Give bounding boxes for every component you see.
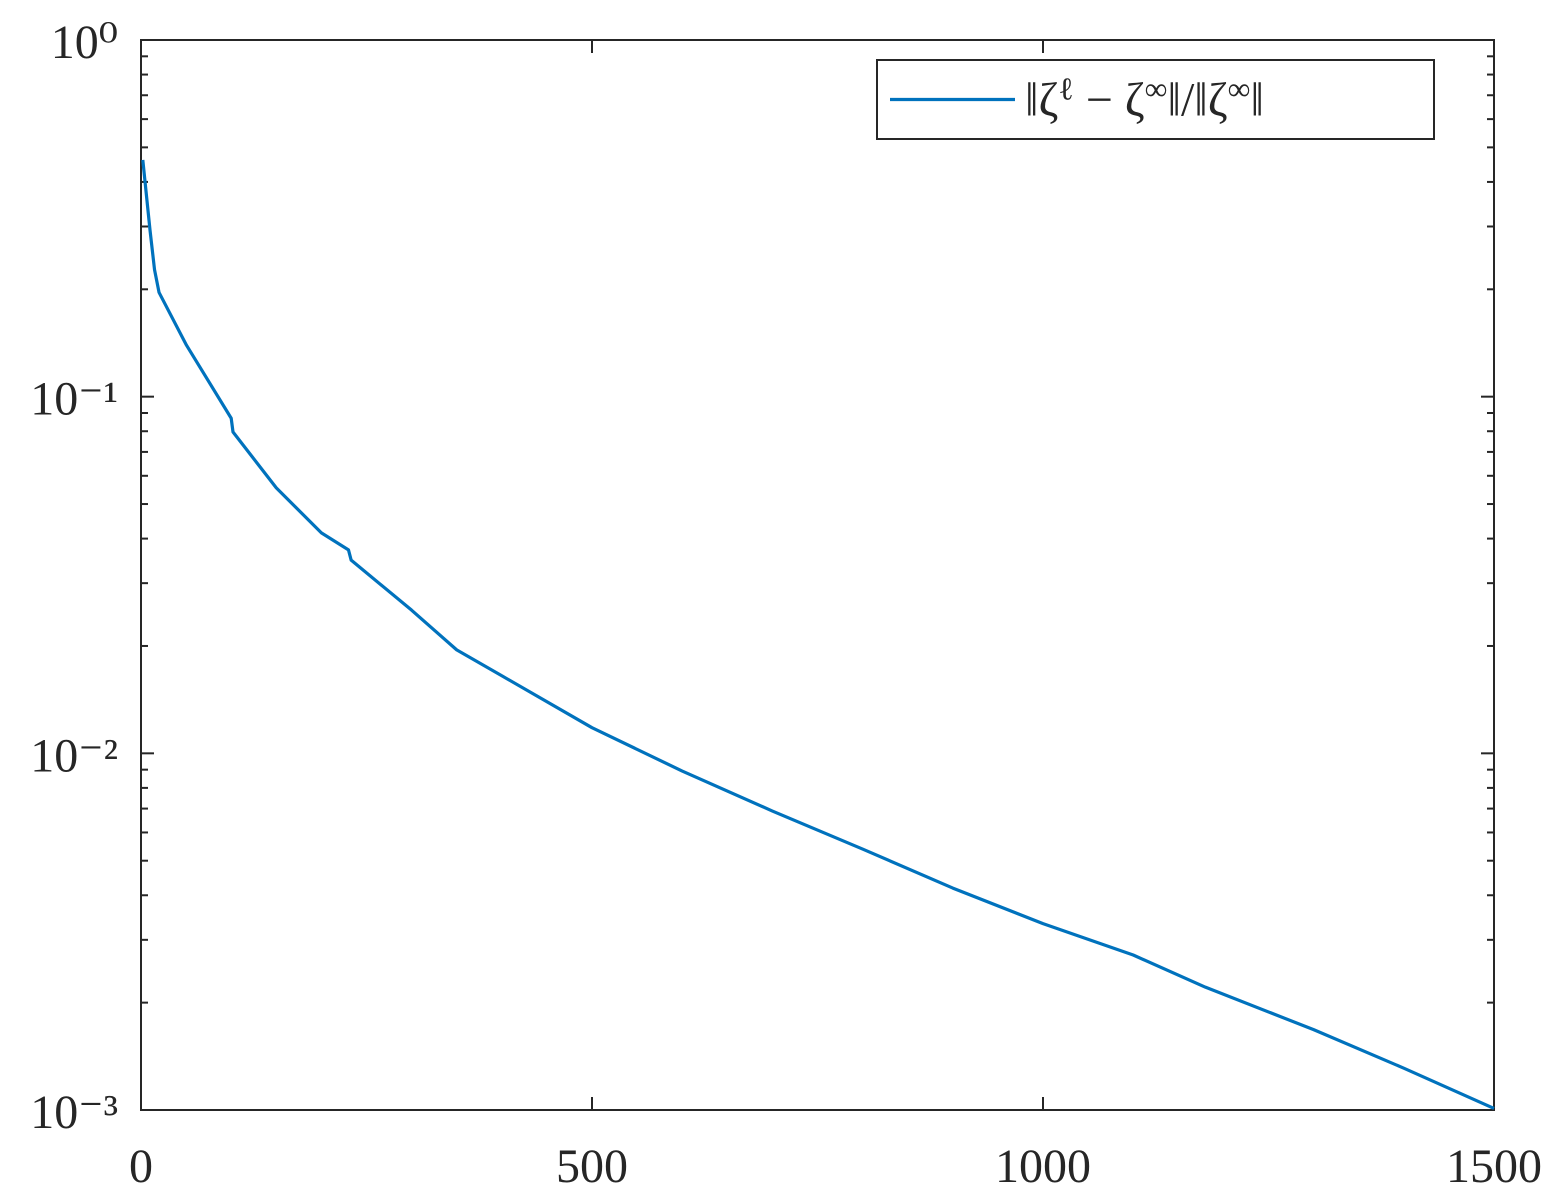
y-tick-label: 10⁻²	[30, 729, 118, 782]
x-tick-label: 1000	[995, 1140, 1091, 1188]
x-tick-label: 500	[556, 1140, 628, 1188]
y-tick-label: 10⁻¹	[30, 373, 118, 426]
plot-frame	[140, 39, 1495, 1111]
data-line	[141, 159, 1495, 1110]
y-tick-label: 10⁰	[51, 16, 118, 69]
x-tick-label: 1500	[1446, 1140, 1542, 1188]
legend-label: ‖ζℓ​ − ζ∞​‖/‖ζ∞​‖	[1025, 71, 1264, 127]
x-tick-label: 0	[129, 1140, 153, 1188]
y-tick-label: 10⁻³	[30, 1086, 118, 1139]
